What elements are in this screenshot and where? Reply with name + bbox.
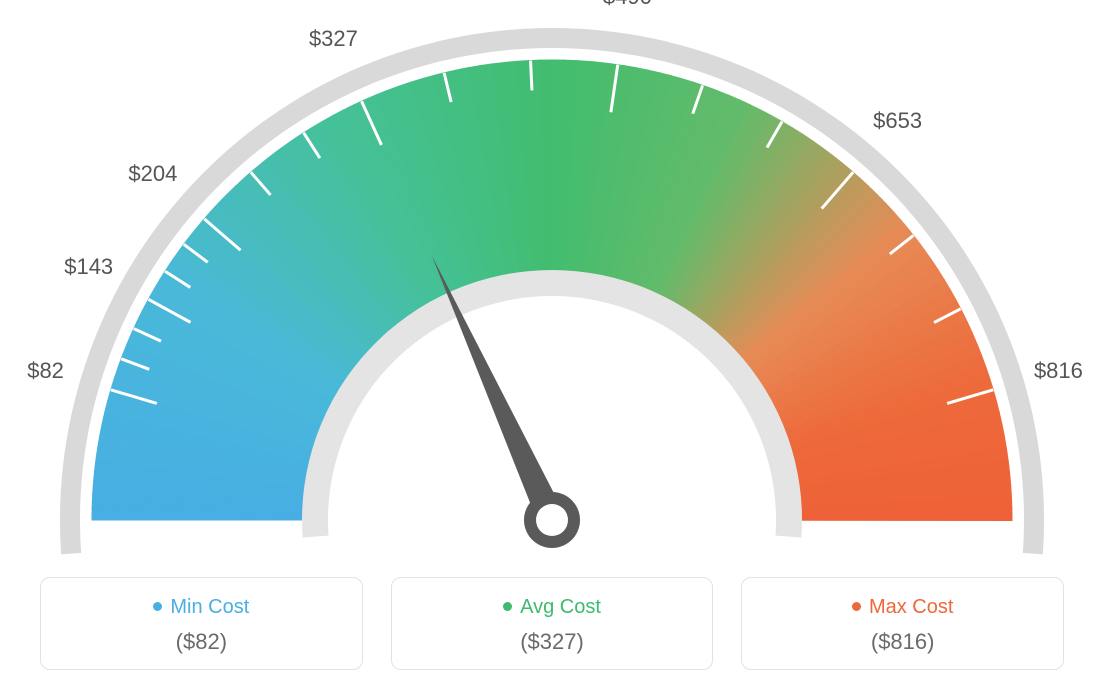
legend-card: Avg Cost ($327) [391,577,714,670]
gauge-tick-label: $327 [309,26,358,52]
gauge-chart: $82 $143 $204 $327 $490 $653 $816 [0,0,1104,560]
gauge-tick-label: $653 [873,108,922,134]
legend-card: Max Cost ($816) [741,577,1064,670]
gauge-tick-label: $816 [1034,358,1083,384]
legend-title: Avg Cost [402,596,703,619]
legend-value: ($816) [752,629,1053,655]
legend-dot-icon [852,602,861,611]
legend-label: Max Cost [869,596,953,618]
legend-value: ($82) [51,629,352,655]
legend-row: Min Cost ($82) Avg Cost ($327) Max Cost ($816… [40,577,1064,670]
legend-card: Min Cost ($82) [40,577,363,670]
legend-title: Min Cost [51,596,352,619]
legend-value: ($327) [402,629,703,655]
legend-title: Max Cost [752,596,1053,619]
chart-container: $82 $143 $204 $327 $490 $653 $816 Min Cost ($82… [0,0,1104,690]
gauge-tick-label: $204 [128,161,177,187]
legend-dot-icon [153,602,162,611]
legend-label: Min Cost [170,596,249,618]
gauge-tick-label: $490 [603,0,652,10]
gauge-tick-label: $82 [27,358,64,384]
gauge-tick-label: $143 [64,254,113,280]
legend-label: Avg Cost [520,596,601,618]
legend-dot-icon [503,602,512,611]
